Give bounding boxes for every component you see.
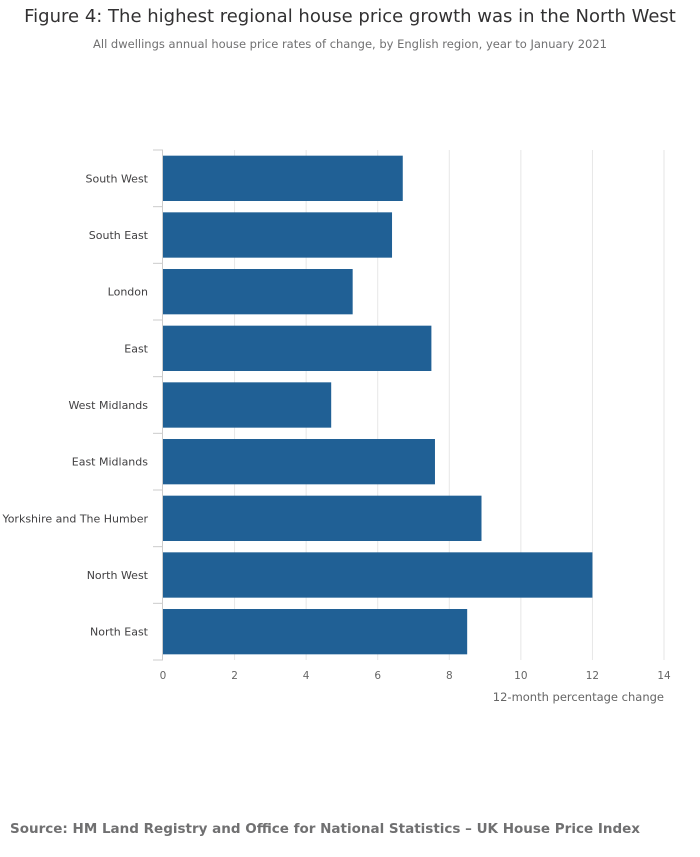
bar [163, 269, 353, 315]
category-label: South East [89, 229, 149, 242]
bar [163, 325, 432, 371]
category-label: South West [85, 172, 148, 185]
category-label: Yorkshire and The Humber [1, 512, 148, 525]
x-tick-label: 8 [446, 670, 453, 682]
x-tick-label: 2 [231, 670, 238, 682]
x-tick-label: 6 [374, 670, 381, 682]
bar [163, 382, 332, 428]
source-note: Source: HM Land Registry and Office for … [10, 821, 640, 837]
category-label: West Midlands [68, 399, 148, 412]
bar [163, 212, 393, 258]
chart-title: Figure 4: The highest regional house pri… [24, 6, 676, 27]
category-label: East Midlands [72, 456, 149, 469]
category-label: North East [90, 626, 149, 639]
bar [163, 155, 403, 201]
category-label: North West [87, 569, 149, 582]
bar [163, 495, 482, 541]
x-tick-label: 12 [586, 670, 599, 682]
category-label: London [108, 286, 148, 299]
x-tick-label: 14 [657, 670, 671, 682]
bar [163, 552, 593, 598]
x-tick-label: 0 [160, 670, 167, 682]
x-tick-label: 4 [303, 670, 310, 682]
category-label: East [124, 342, 148, 355]
bar [163, 439, 435, 485]
chart-subtitle: All dwellings annual house price rates o… [93, 37, 607, 51]
x-axis-title: 12-month percentage change [493, 690, 664, 704]
bar [163, 609, 468, 655]
x-tick-label: 10 [514, 670, 527, 682]
